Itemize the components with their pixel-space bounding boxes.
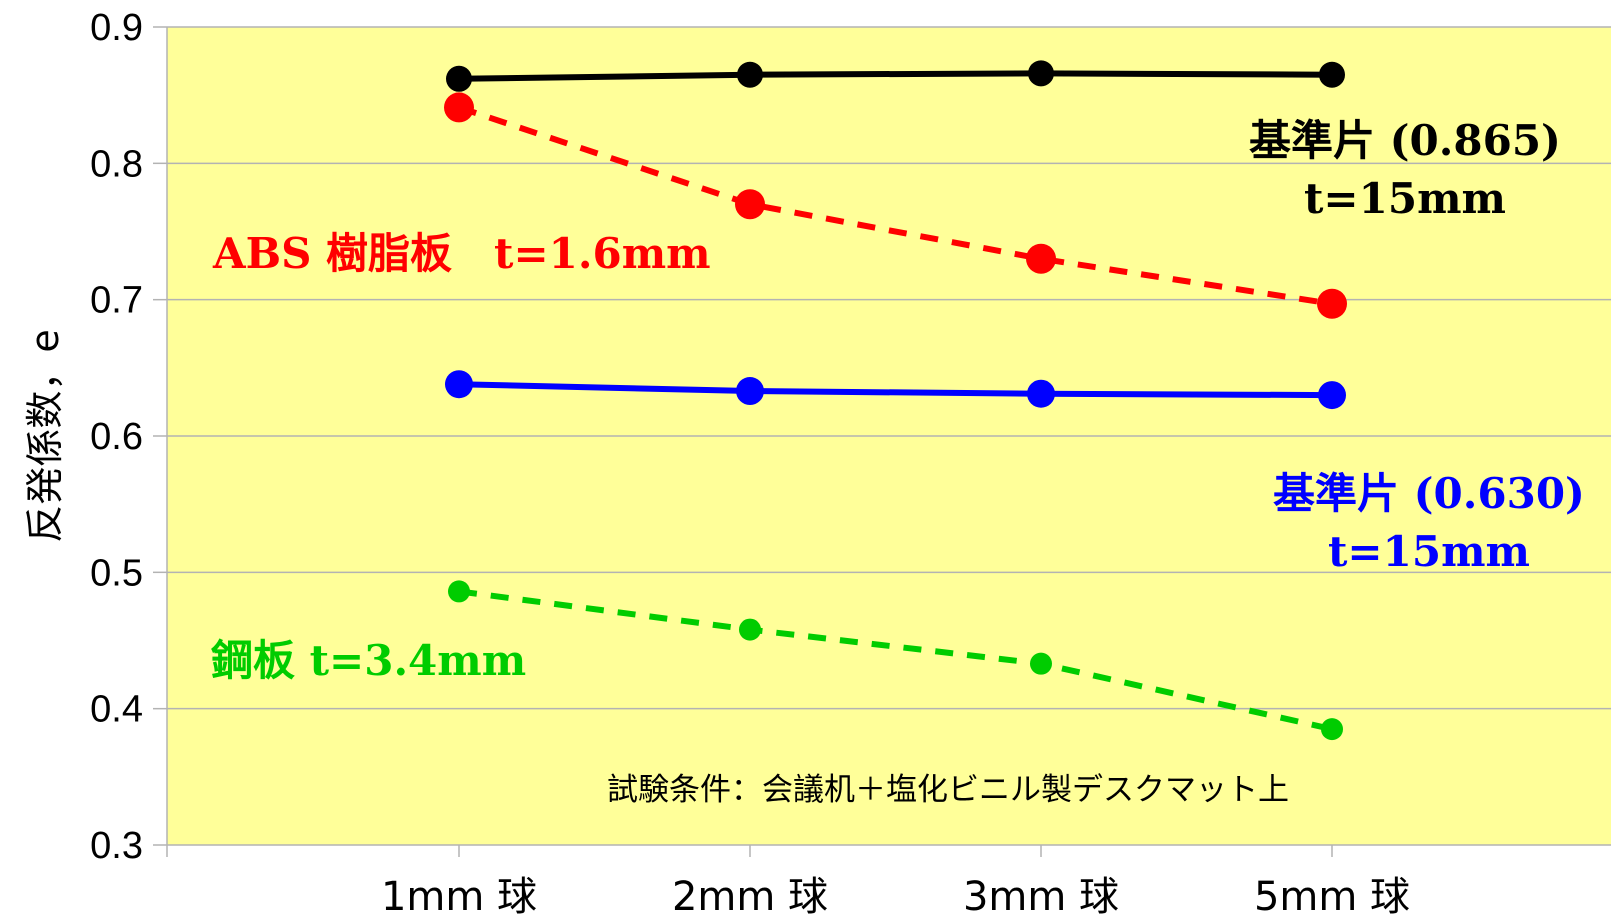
series-label: t=15mm [1328,527,1530,576]
data-point [1319,61,1345,88]
gridlines [153,26,1611,846]
data-point [1321,718,1343,741]
data-point [737,61,763,88]
y-tick-labels: 0.3 0.4 0.5 0.6 0.7 0.8 0.9 [90,7,143,867]
y-tick-label: 0.4 [90,689,143,731]
data-point [1318,381,1346,410]
data-point [1027,379,1055,408]
y-tick-label: 0.8 [90,143,143,185]
x-tick-label: 3mm 球 [963,874,1119,919]
y-tick-label: 0.9 [90,7,143,49]
x-tick-label: 5mm 球 [1254,874,1410,919]
data-point [1028,60,1054,87]
x-tick-labels: 1mm 球 2mm 球 3mm 球 5mm 球 [381,874,1410,919]
series-label: 基準片 (0.865) [1249,116,1561,165]
y-tick-label: 0.7 [90,280,143,322]
data-point [1030,652,1052,675]
data-point [446,65,472,92]
series-group [444,60,1347,741]
data-point [445,370,473,399]
data-point [1026,243,1056,274]
y-tick-label: 0.3 [90,825,143,867]
data-point [444,92,474,123]
series-line [458,70,1333,82]
data-point [736,377,764,406]
data-point [448,580,470,603]
series-label: 鋼板 t=3.4mm [211,636,526,685]
series-line [458,381,1333,399]
series-line [458,104,1333,307]
data-point [1317,288,1347,319]
data-point [735,189,765,220]
series-label: 基準片 (0.630) [1273,469,1585,518]
y-tick-label: 0.5 [90,552,143,594]
axes [166,27,1611,857]
series-label: ABS 樹脂板 t=1.6mm [212,229,711,278]
series-labels: 基準片 (0.865) t=15mm ABS 樹脂板 t=1.6mm 基準片 (0.6… [211,116,1585,685]
data-point [739,618,761,641]
y-axis-title: 反発係数，e [23,329,67,542]
series-label: t=15mm [1304,174,1506,223]
x-tick-label: 1mm 球 [381,874,537,919]
test-condition-note: 試験条件：会議机＋塩化ビニル製デスクマット上 [607,772,1289,808]
x-tick-label: 2mm 球 [672,874,828,919]
y-tick-label: 0.6 [90,416,143,458]
